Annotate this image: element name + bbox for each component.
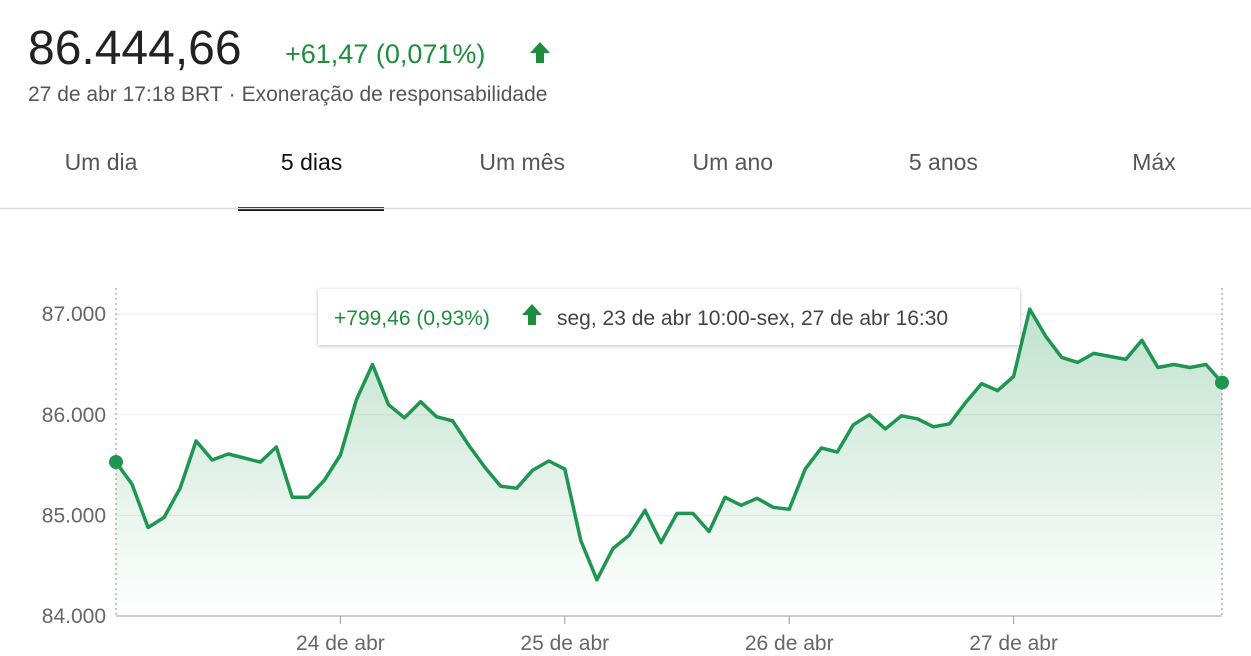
x-tick-label: 24 de abr (296, 632, 385, 655)
x-tick-label: 26 de abr (745, 632, 834, 655)
tab[interactable]: Máx (1132, 149, 1176, 175)
x-tick-label: 25 de abr (520, 632, 609, 655)
separator: · (229, 83, 236, 106)
tooltip-change: +799,46 (0,93%) (334, 307, 490, 330)
tab[interactable]: Um mês (479, 149, 565, 175)
price: 86.444,66 (28, 22, 242, 75)
tooltip-box (318, 289, 1020, 345)
subtitle: 27 de abr 17:18 BRT · Exoneração de respon… (28, 83, 547, 106)
disclaimer-link[interactable]: Exoneração de responsabilidade (242, 83, 548, 106)
y-tick-label: 86.000 (42, 404, 106, 427)
y-tick-label: 84.000 (42, 605, 106, 628)
chart: 84.000 85.000 86.000 87.000 24 de abr 25 de a… (42, 288, 1229, 655)
area (116, 309, 1222, 616)
x-tick-label: 27 de abr (969, 632, 1058, 655)
endpoint-dot (109, 455, 123, 470)
tab[interactable]: 5 anos (909, 149, 978, 175)
timestamp: 27 de abr 17:18 BRT (28, 83, 223, 106)
tooltip-range: seg, 23 de abr 10:00-sex, 27 de abr 16:3… (557, 307, 948, 330)
y-tick-label: 87.000 (42, 303, 106, 326)
up-arrow (530, 42, 550, 63)
price-change: +61,47 (0,071%) (285, 39, 485, 69)
tooltip: +799,46 (0,93%) seg, 23 de abr 10:00-sex… (318, 289, 1020, 345)
tab[interactable]: Um ano (693, 149, 774, 175)
tab[interactable]: Um dia (65, 149, 138, 175)
tab[interactable]: 5 dias (281, 149, 342, 175)
tooltip-arrow (522, 304, 542, 325)
line (114, 307, 1224, 582)
y-tick-label: 85.000 (42, 504, 106, 527)
tabs: Um dia 5 dias Um mês Um ano 5 anos Máx (65, 149, 1176, 211)
endpoint-dot (1215, 375, 1229, 390)
